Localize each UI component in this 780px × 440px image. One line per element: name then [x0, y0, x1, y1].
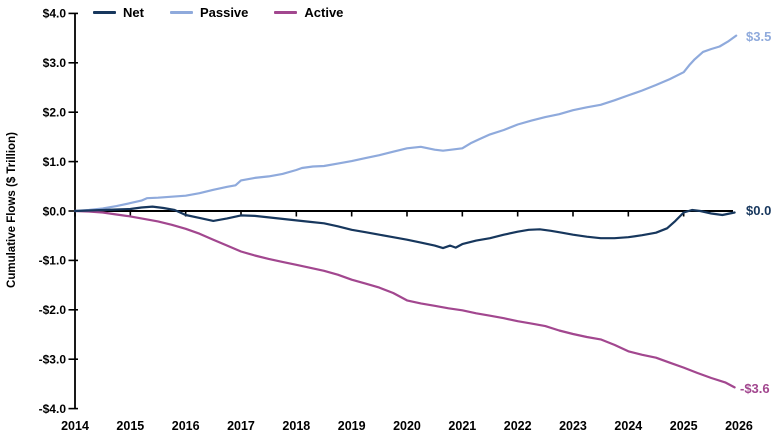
x-tick-label: 2025 [670, 419, 698, 433]
net-line [73, 205, 736, 250]
legend-item-passive: Passive [169, 5, 249, 20]
y-tick-label: $2.0 [43, 106, 67, 120]
legend-item-net: Net [93, 5, 144, 20]
x-tick-label: 2026 [725, 419, 753, 433]
passive-line-swatch-icon [169, 11, 193, 14]
x-tick-label: 2017 [227, 419, 255, 433]
active-line [73, 209, 736, 389]
legend-item-active: Active [274, 5, 343, 20]
x-tick-label: 2024 [614, 419, 642, 433]
net-line-swatch-icon [93, 11, 116, 14]
end-value-label-passive: $3.5 [746, 29, 772, 44]
y-tick-label: -$3.0 [39, 353, 67, 367]
y-tick-label: -$4.0 [39, 402, 67, 416]
passive-line [73, 34, 738, 213]
legend-label-net: Net [123, 5, 144, 20]
end-value-label-active: -$3.6 [740, 381, 770, 396]
x-tick-label: 2014 [61, 419, 89, 433]
y-tick-label: -$1.0 [39, 254, 67, 268]
x-tick-label: 2021 [448, 419, 476, 433]
legend-label-active: Active [304, 5, 344, 20]
x-tick-label: 2023 [559, 419, 587, 433]
y-axis-title: Cumulative Flows ($ Trillion) [6, 132, 18, 288]
y-tick-label: $4.0 [43, 7, 67, 21]
x-tick-label: 2019 [338, 419, 366, 433]
x-tick-label: 2016 [172, 419, 200, 433]
y-tick-label: $0.0 [43, 204, 67, 218]
legend-label-passive: Passive [199, 5, 249, 20]
x-tick-label: 2015 [116, 419, 144, 433]
y-tick-label: $3.0 [43, 56, 67, 70]
end-value-label-net: $0.0 [746, 203, 772, 218]
y-tick-label: -$2.0 [39, 303, 67, 317]
x-tick-label: 2022 [504, 419, 532, 433]
active-line-swatch-icon [274, 11, 298, 14]
x-tick-label: 2020 [393, 419, 421, 433]
y-tick-label: $1.0 [43, 155, 67, 169]
chart-legend: Net Passive Active [93, 5, 369, 20]
x-tick-label: 2018 [282, 419, 310, 433]
